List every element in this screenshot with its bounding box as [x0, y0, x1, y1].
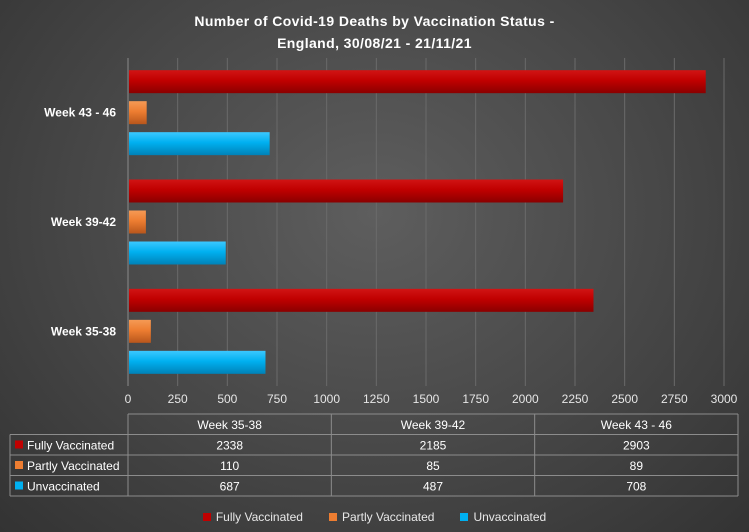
x-tick-label: 750 — [267, 392, 287, 406]
y-category-label: Week 43 - 46 — [44, 106, 116, 120]
table-row-label: Partly Vaccinated — [27, 459, 120, 473]
table-cell: 687 — [220, 480, 240, 494]
legend-swatch-fully-vaccinated — [202, 513, 211, 521]
bar-partly-vaccinated-week-43-46 — [129, 101, 147, 125]
bar-partly-vaccinated-week-39-42 — [129, 210, 146, 234]
bar-fully-vaccinated-week-35-38 — [129, 288, 594, 312]
legend-swatch-partly-vaccinated — [328, 513, 337, 521]
chart-title-line-2: England, 30/08/21 - 21/11/21 — [277, 35, 472, 51]
x-tick-label: 2000 — [512, 392, 539, 406]
legend-swatch-unvaccinated — [460, 513, 469, 521]
legend: Fully Vaccinated Partly Vaccinated Unvac… — [0, 508, 749, 526]
bar-unvaccinated-week-39-42 — [129, 241, 226, 265]
x-tick-label: 1750 — [462, 392, 489, 406]
y-category-label: Week 35-38 — [51, 324, 116, 338]
chart-title-line-1: Number of Covid-19 Deaths by Vaccination… — [194, 13, 555, 29]
table-header-cell: Week 39-42 — [401, 418, 466, 432]
table-cell: 110 — [220, 459, 239, 473]
table-row-label: Fully Vaccinated — [27, 439, 114, 453]
x-tick-label: 3000 — [711, 392, 738, 406]
table-header-cell: Week 35-38 — [197, 418, 262, 432]
table-row-swatch — [15, 481, 23, 490]
bar-fully-vaccinated-week-39-42 — [129, 179, 564, 203]
table-cell: 89 — [630, 459, 644, 473]
table-cell: 85 — [426, 459, 440, 473]
table-row-label: Unvaccinated — [27, 480, 100, 494]
table-header-cell: Week 43 - 46 — [601, 418, 672, 432]
x-tick-label: 2250 — [562, 392, 589, 406]
x-tick-label: 1000 — [313, 392, 340, 406]
table-cell: 2185 — [420, 439, 447, 453]
x-tick-label: 500 — [217, 392, 237, 406]
x-tick-label: 2500 — [611, 392, 638, 406]
x-tick-label: 1250 — [363, 392, 390, 406]
table-row-swatch — [15, 440, 23, 449]
y-category-label: Week 39-42 — [51, 215, 116, 229]
legend-item-fully-vaccinated: Fully Vaccinated — [202, 510, 303, 524]
bar-unvaccinated-week-35-38 — [129, 350, 266, 374]
x-tick-label: 250 — [168, 392, 188, 406]
table-cell: 487 — [423, 480, 443, 494]
legend-label-partly-vaccinated: Partly Vaccinated — [341, 510, 435, 524]
bar-unvaccinated-week-43-46 — [129, 132, 270, 156]
table-cell: 2903 — [623, 439, 650, 453]
table-cell: 708 — [626, 480, 646, 494]
chart-title: Number of Covid-19 Deaths by Vaccination… — [0, 10, 749, 54]
bar-partly-vaccinated-week-35-38 — [129, 319, 151, 343]
x-tick-label: 1500 — [413, 392, 440, 406]
table-cell: 2338 — [216, 439, 243, 453]
legend-label-fully-vaccinated: Fully Vaccinated — [215, 510, 303, 524]
x-tick-label: 0 — [125, 392, 132, 406]
bar-fully-vaccinated-week-43-46 — [129, 70, 706, 94]
x-tick-label: 2750 — [661, 392, 688, 406]
legend-item-unvaccinated: Unvaccinated — [460, 510, 546, 524]
legend-label-unvaccinated: Unvaccinated — [473, 510, 547, 524]
table-row-swatch — [15, 461, 23, 469]
legend-item-partly-vaccinated: Partly Vaccinated — [328, 510, 435, 524]
